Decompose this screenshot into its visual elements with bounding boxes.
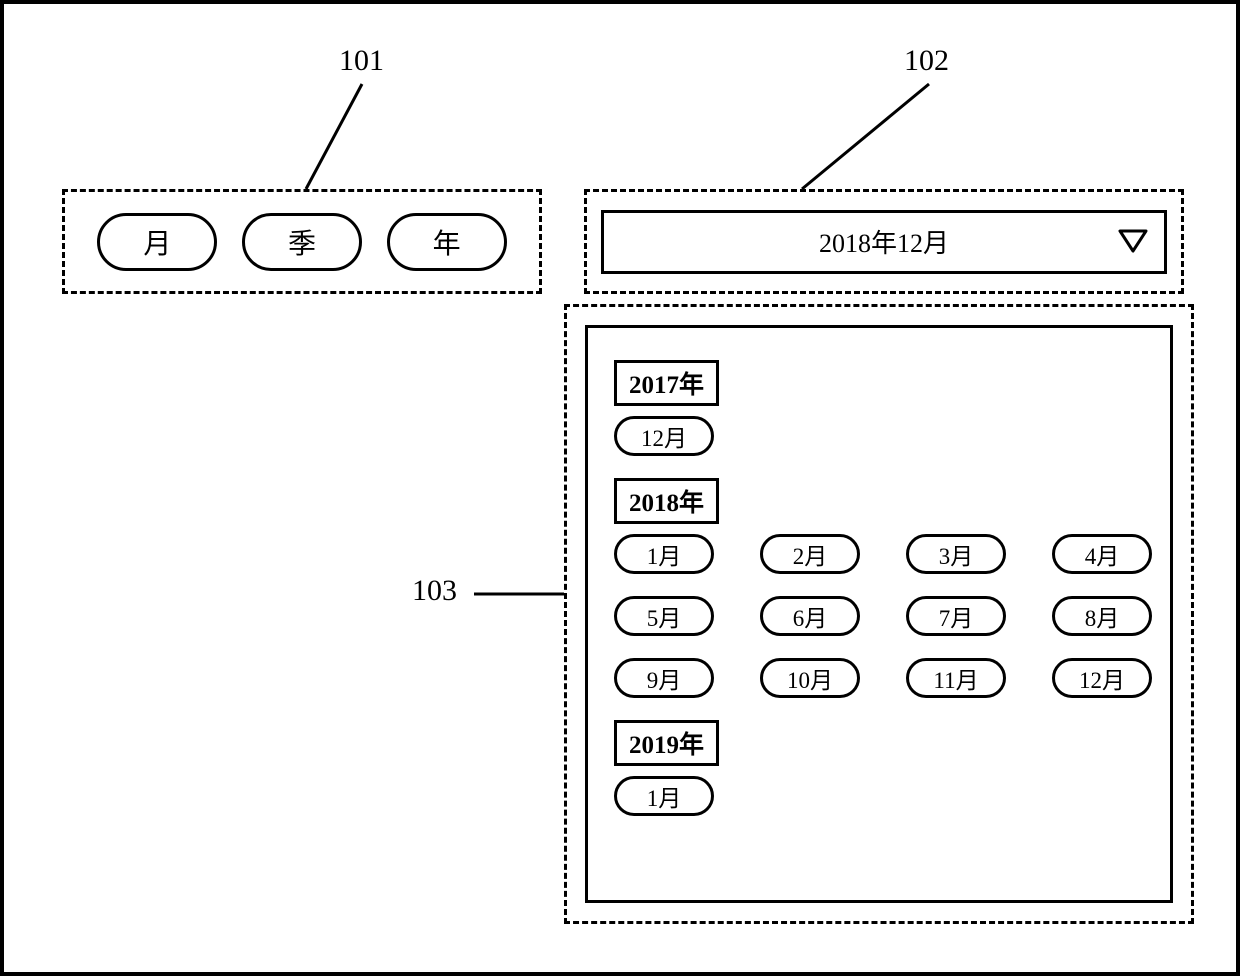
month-grid-2019: 1月: [614, 776, 1144, 816]
period-btn-quarter[interactable]: 季: [242, 213, 362, 271]
year-label-2018: 2018年: [614, 478, 719, 524]
period-btn-month[interactable]: 月: [97, 213, 217, 271]
month-pill[interactable]: 12月: [614, 416, 714, 456]
month-pill[interactable]: 11月: [906, 658, 1006, 698]
month-pill[interactable]: 6月: [760, 596, 860, 636]
month-picker-region: 2017年 12月 2018年 1月 2月 3月 4月 5月 6月 7月 8月 …: [564, 304, 1194, 924]
current-selection-dropdown[interactable]: 2018年12月: [601, 210, 1167, 274]
month-pill[interactable]: 1月: [614, 534, 714, 574]
callout-label-103: 103: [412, 574, 457, 608]
month-pill[interactable]: 1月: [614, 776, 714, 816]
month-pill[interactable]: 4月: [1052, 534, 1152, 574]
month-pill[interactable]: 8月: [1052, 596, 1152, 636]
year-label-2019: 2019年: [614, 720, 719, 766]
dropdown-selected-label: 2018年12月: [604, 223, 1164, 260]
month-pill[interactable]: 2月: [760, 534, 860, 574]
month-picker-panel: 2017年 12月 2018年 1月 2月 3月 4月 5月 6月 7月 8月 …: [585, 325, 1173, 903]
period-selector-region: 月 季 年: [62, 189, 542, 294]
chevron-down-icon: [1118, 229, 1148, 255]
callout-label-102: 102: [904, 44, 949, 78]
year-label-2017: 2017年: [614, 360, 719, 406]
month-pill[interactable]: 10月: [760, 658, 860, 698]
month-pill[interactable]: 7月: [906, 596, 1006, 636]
month-grid-2018: 1月 2月 3月 4月 5月 6月 7月 8月 9月 10月 11月 12月: [614, 534, 1144, 698]
period-btn-year[interactable]: 年: [387, 213, 507, 271]
month-pill[interactable]: 3月: [906, 534, 1006, 574]
dropdown-header-region: 2018年12月: [584, 189, 1184, 294]
callout-label-101: 101: [339, 44, 384, 78]
month-pill[interactable]: 12月: [1052, 658, 1152, 698]
diagram-canvas: 101 102 103 月 季 年 2018年12月 2017年 1: [0, 0, 1240, 976]
month-pill[interactable]: 9月: [614, 658, 714, 698]
month-pill[interactable]: 5月: [614, 596, 714, 636]
month-grid-2017: 12月: [614, 416, 1144, 456]
